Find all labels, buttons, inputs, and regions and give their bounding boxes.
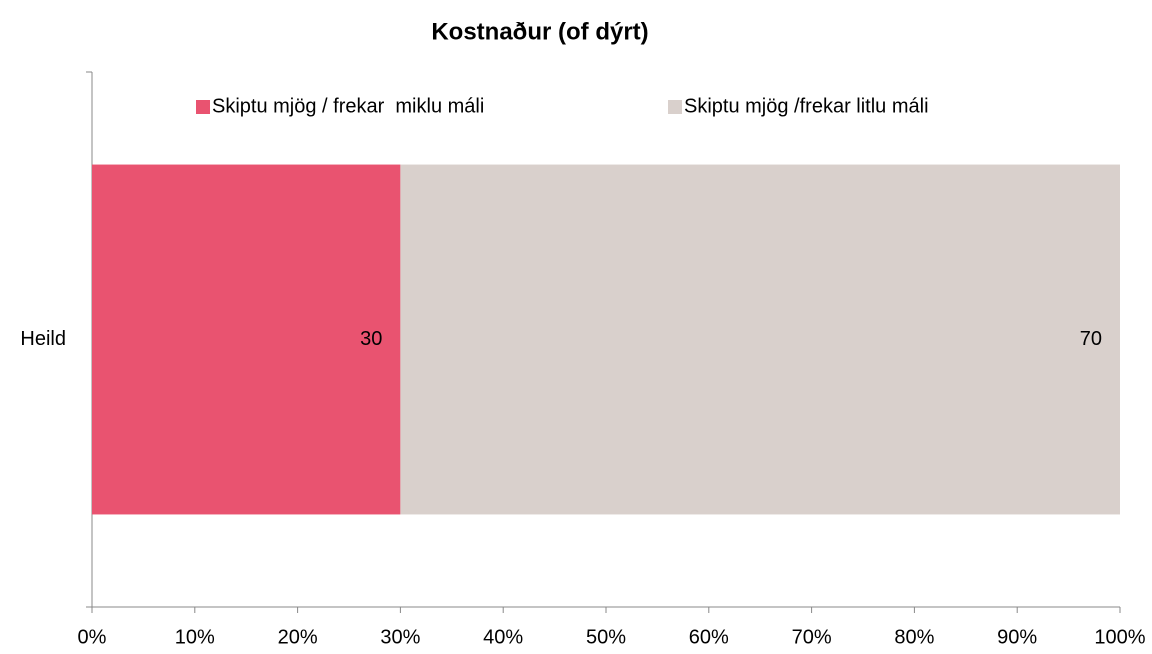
legend-label: Skiptu mjög /frekar litlu máli	[684, 95, 929, 117]
x-tick-label: 20%	[278, 626, 318, 648]
bar-segment	[400, 164, 1120, 515]
x-tick-label: 0%	[78, 626, 107, 648]
data-label: 30	[360, 328, 382, 350]
x-tick-label: 60%	[689, 626, 729, 648]
y-tick-label: Heild	[20, 328, 66, 350]
chart-title: Kostnaður (of dýrt)	[431, 18, 648, 45]
x-tick-label: 90%	[997, 626, 1037, 648]
x-tick-label: 70%	[792, 626, 832, 648]
x-tick-label: 100%	[1094, 626, 1145, 648]
data-label: 70	[1080, 328, 1102, 350]
legend-label: Skiptu mjög / frekar miklu máli	[212, 95, 484, 117]
legend-swatch	[196, 100, 210, 114]
legend-swatch	[668, 100, 682, 114]
x-tick-label: 80%	[894, 626, 934, 648]
x-tick-label: 40%	[483, 626, 523, 648]
x-tick-label: 50%	[586, 626, 626, 648]
bar-segment	[92, 164, 401, 515]
x-tick-label: 30%	[380, 626, 420, 648]
x-tick-label: 10%	[175, 626, 215, 648]
